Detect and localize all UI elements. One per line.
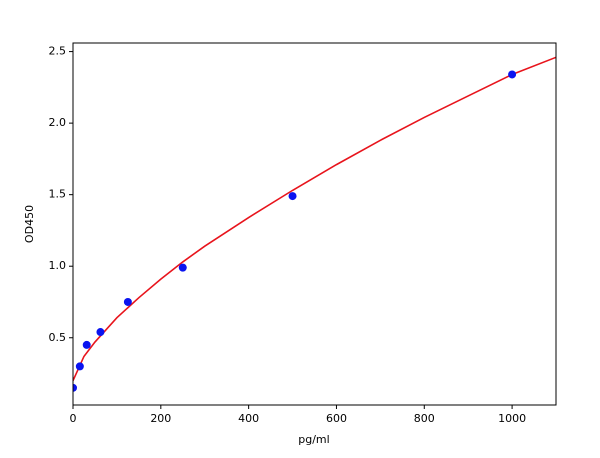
y-tick-label: 0.5 xyxy=(49,331,67,344)
data-point xyxy=(96,328,105,337)
x-tick-label: 0 xyxy=(70,412,77,425)
x-tick-label: 400 xyxy=(238,412,259,425)
data-point xyxy=(73,383,77,392)
y-tick-label: 1.5 xyxy=(49,188,67,201)
data-point xyxy=(508,70,517,79)
data-point xyxy=(82,340,91,349)
data-point xyxy=(288,192,297,201)
y-axis-label: OD450 xyxy=(23,205,36,243)
data-point xyxy=(75,362,84,371)
data-point xyxy=(178,263,187,272)
x-tick-label: 200 xyxy=(150,412,171,425)
x-axis-label: pg/ml xyxy=(298,433,329,446)
plot-frame xyxy=(72,42,557,406)
x-tick-label: 600 xyxy=(326,412,347,425)
y-tick-label: 2.0 xyxy=(49,116,67,129)
data-point xyxy=(123,297,132,306)
x-tick-label: 800 xyxy=(414,412,435,425)
y-tick-label: 1.0 xyxy=(49,259,67,272)
fit-curve xyxy=(73,56,556,382)
x-tick-label: 1000 xyxy=(498,412,526,425)
y-tick-label: 2.5 xyxy=(49,45,67,58)
